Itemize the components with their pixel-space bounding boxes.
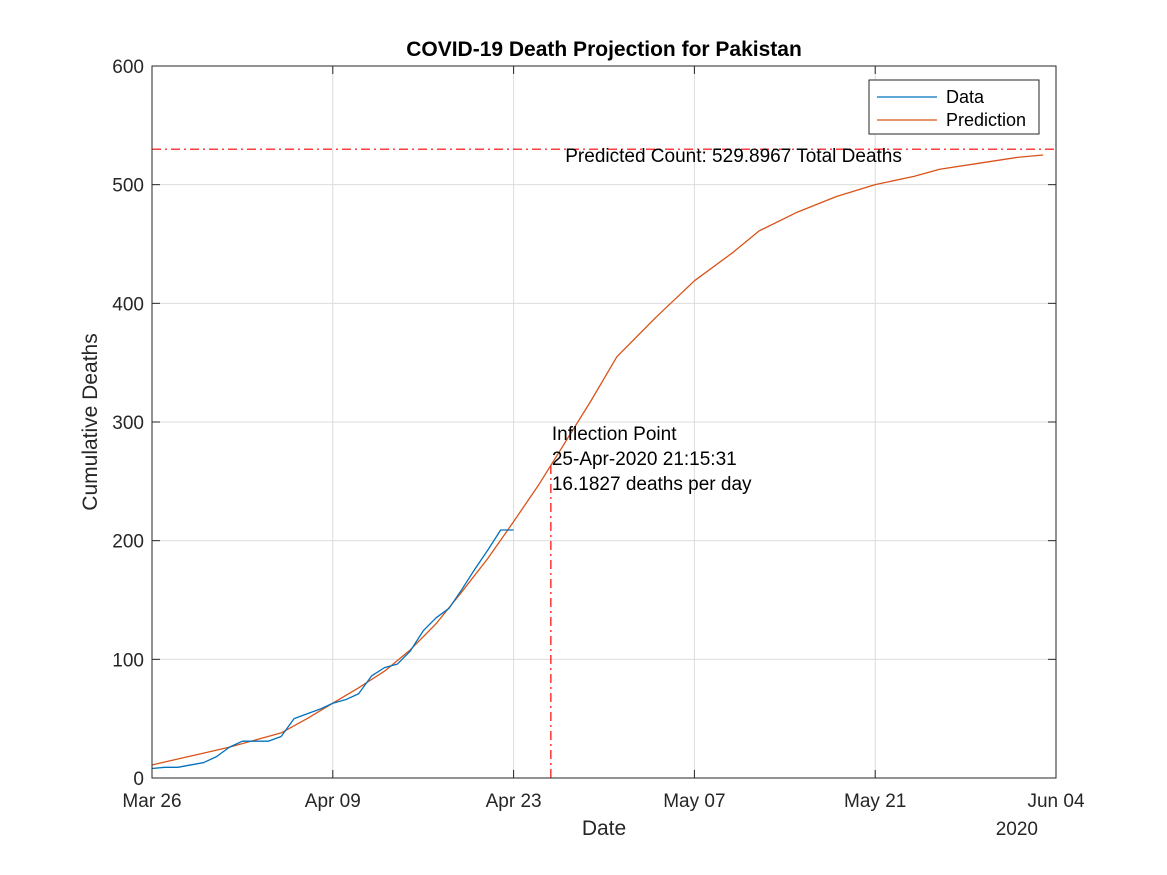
series-line-prediction — [151, 154, 1044, 766]
annotations: Predicted Count: 529.8967 Total Deaths In… — [552, 146, 902, 495]
legend-label-prediction: Prediction — [946, 110, 1026, 130]
y-tick-label: 600 — [112, 57, 144, 78]
y-tick-label: 0 — [133, 769, 144, 790]
y-tick-label: 300 — [112, 413, 144, 434]
y-tick-label: 400 — [112, 294, 144, 315]
inflection-annotation-line: 25-Apr-2020 21:15:31 — [552, 449, 737, 470]
x-axis-year-label: 2020 — [996, 819, 1038, 840]
x-tick-label: Jun 04 — [1027, 791, 1084, 812]
y-tick-label: 200 — [112, 532, 144, 553]
legend: Data Prediction — [868, 79, 1040, 135]
predicted-count-annotation: Predicted Count: 529.8967 Total Deaths — [565, 146, 902, 167]
ticks: Mar 26 Apr 09 Apr 23 May 07 May 21 Jun 04 0 100… — [112, 57, 1085, 812]
x-axis-title: Date — [582, 817, 626, 840]
chart-title: COVID-19 Death Projection for Pakistan — [406, 38, 802, 61]
y-tick-label: 500 — [112, 176, 144, 197]
series-layer — [151, 154, 1044, 770]
x-tick-label: May 21 — [844, 791, 906, 812]
legend-box — [868, 79, 1040, 135]
x-tick-label: Apr 23 — [486, 791, 542, 812]
inflection-annotation-line: 16.1827 deaths per day — [552, 474, 752, 495]
x-tick-label: May 07 — [663, 791, 725, 812]
legend-label-data: Data — [946, 87, 985, 107]
inflection-annotation-line: Inflection Point — [552, 424, 677, 445]
x-tick-label: Mar 26 — [122, 791, 181, 812]
x-tick-label: Apr 09 — [305, 791, 361, 812]
reference-lines — [152, 148, 1056, 778]
y-tick-label: 100 — [112, 650, 144, 671]
y-axis-title: Cumulative Deaths — [79, 333, 102, 510]
series-line-data — [151, 529, 514, 770]
